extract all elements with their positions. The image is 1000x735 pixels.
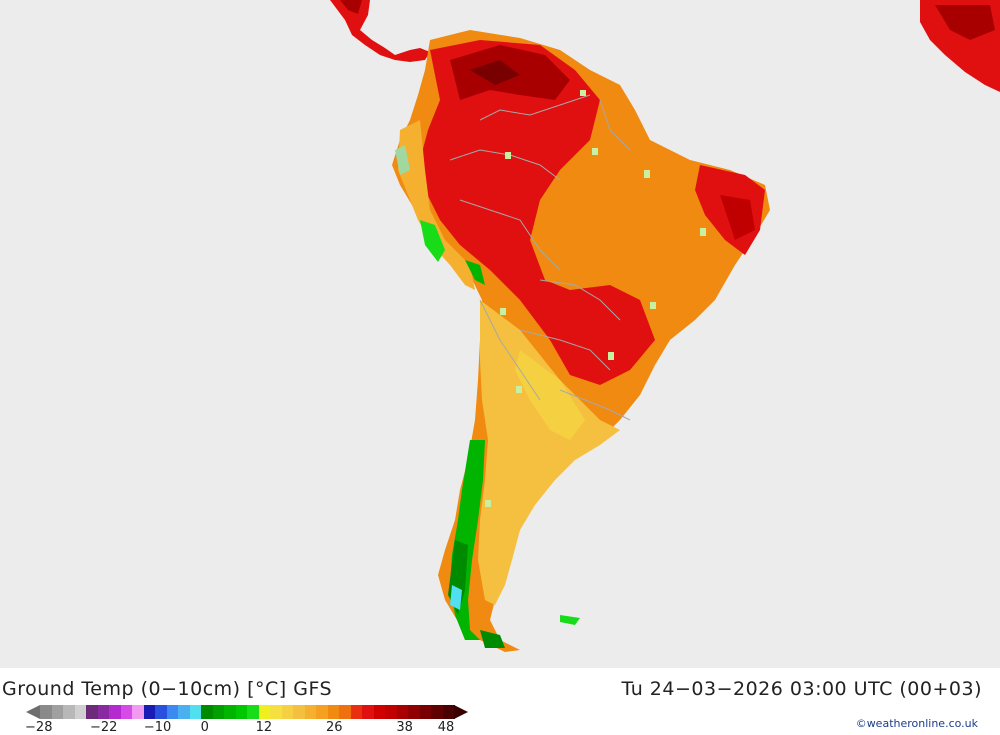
legend-tick-label: 0 xyxy=(200,720,209,735)
legend-swatch xyxy=(327,705,340,719)
legend-swatch xyxy=(120,705,133,719)
legend-arrow-left-icon xyxy=(26,705,40,719)
legend-swatch xyxy=(40,705,52,719)
legend-swatch xyxy=(63,705,75,719)
legend-swatch xyxy=(109,705,121,719)
legend-swatch xyxy=(281,705,294,719)
legend-swatch xyxy=(408,705,420,719)
legend-swatch xyxy=(86,705,98,719)
legend-tick-label: −10 xyxy=(143,720,172,735)
legend-swatch xyxy=(247,705,259,719)
credit-link[interactable]: ©weatheronline.co.uk xyxy=(855,717,978,730)
legend-swatch xyxy=(166,705,179,719)
legend-swatch xyxy=(235,705,248,719)
legend-swatch xyxy=(431,705,443,719)
legend-arrow-right-icon xyxy=(454,705,468,719)
legend-swatch xyxy=(97,705,110,719)
legend-swatch xyxy=(258,705,271,719)
legend-swatch xyxy=(51,705,64,719)
legend-swatch xyxy=(270,705,282,719)
legend-swatch xyxy=(212,705,225,719)
legend-tick-label: −28 xyxy=(25,720,53,735)
legend-swatch xyxy=(143,705,156,719)
map-title: Ground Temp (0−10cm) [°C] GFS xyxy=(2,678,333,700)
legend-swatch xyxy=(178,705,190,719)
legend-swatch xyxy=(155,705,167,719)
map-area xyxy=(0,0,1000,668)
legend-swatch xyxy=(316,705,328,719)
temperature-map xyxy=(330,0,1000,652)
legend-swatch xyxy=(350,705,363,719)
legend-swatch xyxy=(132,705,144,719)
legend-swatch xyxy=(304,705,317,719)
legend-swatch xyxy=(396,705,409,719)
legend-swatch xyxy=(339,705,351,719)
legend-swatch xyxy=(362,705,374,719)
legend-swatch xyxy=(74,705,87,719)
legend-swatch xyxy=(373,705,386,719)
legend-swatch xyxy=(201,705,213,719)
legend-swatch xyxy=(293,705,305,719)
legend-tick-label: 48 xyxy=(437,720,455,735)
legend-swatch xyxy=(419,705,432,719)
legend-swatch xyxy=(442,705,455,719)
legend-tick-label: 12 xyxy=(255,720,273,735)
legend-swatch xyxy=(189,705,202,719)
legend-swatch xyxy=(224,705,236,719)
legend-tick-label: −22 xyxy=(90,720,118,735)
forecast-timestamp: Tu 24−03−2026 03:00 UTC (00+03) xyxy=(621,678,982,700)
central-america-landmass xyxy=(330,0,430,62)
legend-tick-label: 38 xyxy=(396,720,413,735)
legend-swatch xyxy=(385,705,397,719)
legend-tick-label: 26 xyxy=(326,720,343,735)
